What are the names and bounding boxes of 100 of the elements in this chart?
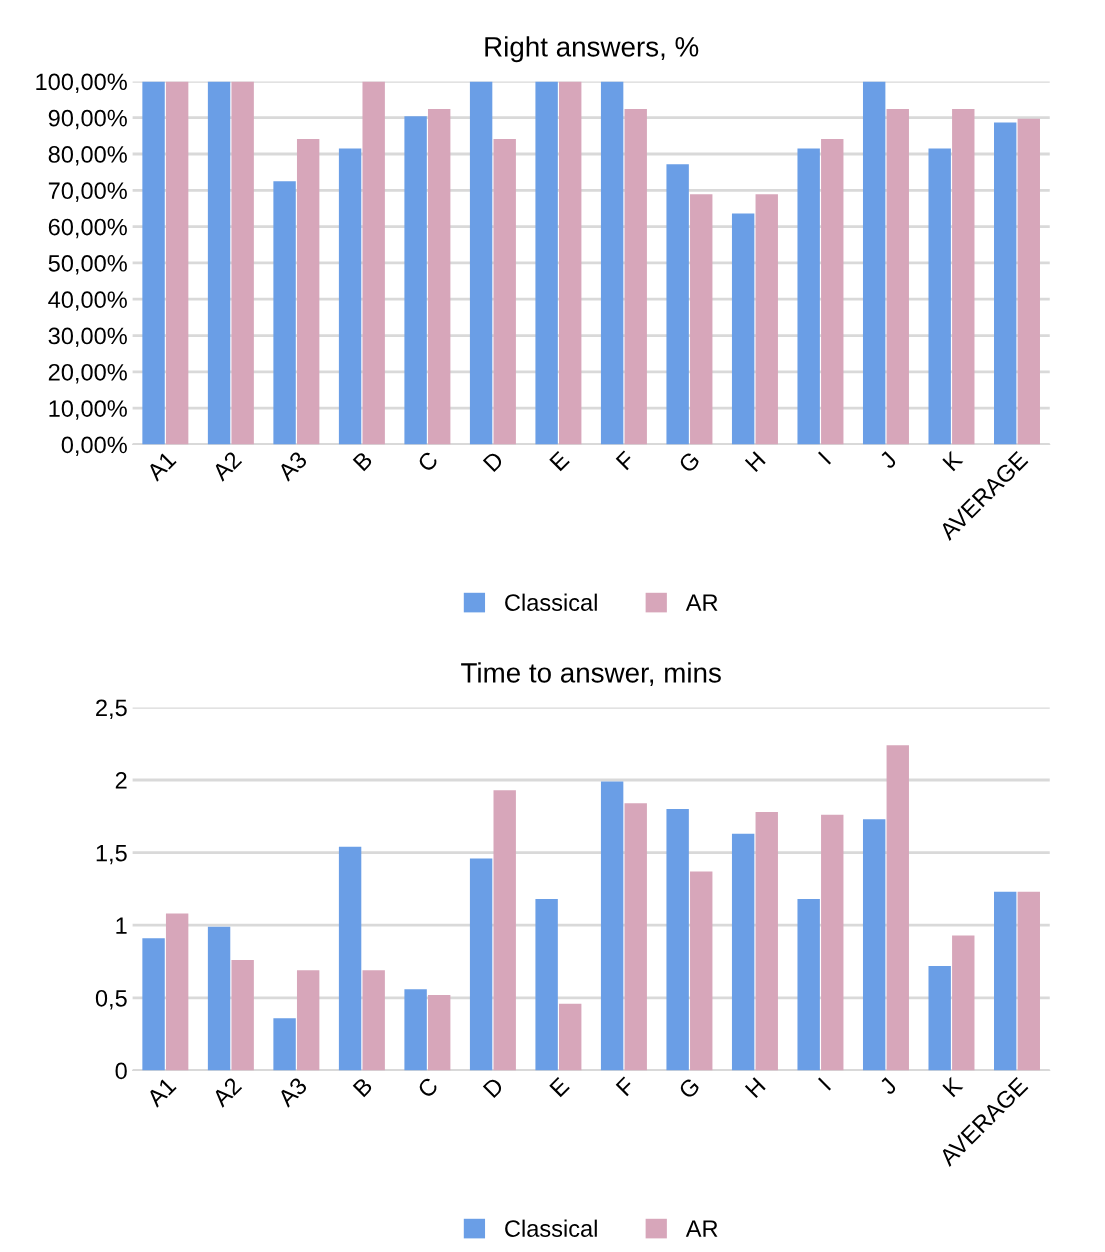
y-tick-label: 100,00% bbox=[36, 73, 127, 93]
y-tick-label: 0,00% bbox=[61, 436, 127, 457]
y-tick-label: 0 bbox=[115, 1062, 127, 1080]
y-tick-label: 70,00% bbox=[48, 182, 127, 202]
x-tick-label: A1 bbox=[145, 1076, 177, 1108]
chart-title: Right answers, % bbox=[485, 36, 699, 63]
bar bbox=[362, 81, 385, 445]
y-tick-label: 1,5 bbox=[96, 844, 127, 865]
y-tick-label: 40,00% bbox=[48, 291, 127, 311]
x-tick-label: E bbox=[549, 1076, 570, 1098]
bar bbox=[666, 809, 689, 1071]
bar bbox=[273, 1018, 296, 1071]
x-tick-label: F bbox=[615, 450, 636, 471]
bar bbox=[797, 148, 820, 445]
bar bbox=[404, 989, 427, 1071]
y-tick-label: 80,00% bbox=[48, 146, 127, 166]
bar bbox=[165, 81, 189, 445]
x-tick-label: I bbox=[817, 1077, 832, 1091]
x-tick-label: B bbox=[352, 450, 374, 472]
bar bbox=[559, 1003, 582, 1071]
bar bbox=[338, 148, 362, 445]
y-tick-label: 90,00% bbox=[48, 109, 127, 130]
x-tick-label: J bbox=[878, 451, 897, 470]
bar bbox=[273, 181, 296, 445]
y-tick-label: 30,00% bbox=[48, 327, 127, 348]
bar bbox=[821, 139, 844, 445]
y-tick-label: 2,5 bbox=[96, 699, 127, 719]
bar bbox=[994, 122, 1017, 445]
bar bbox=[1017, 118, 1040, 445]
bar bbox=[427, 994, 451, 1071]
bar bbox=[296, 139, 320, 445]
bar bbox=[994, 891, 1017, 1071]
x-tick-label: A3 bbox=[276, 1076, 308, 1108]
y-tick-label: 50,00% bbox=[48, 254, 127, 275]
bar bbox=[469, 858, 493, 1071]
bar bbox=[559, 81, 582, 445]
bar bbox=[142, 81, 165, 445]
y-tick-label: 0,5 bbox=[95, 989, 127, 1010]
bar bbox=[821, 814, 844, 1071]
bar bbox=[928, 965, 951, 1071]
x-tick-label: I bbox=[817, 451, 832, 465]
bar bbox=[690, 194, 713, 445]
legend-label: Classical bbox=[505, 1219, 597, 1237]
bar bbox=[362, 970, 385, 1071]
bar bbox=[600, 781, 624, 1071]
y-tick-label: 2 bbox=[115, 772, 127, 789]
legend-label: AR bbox=[685, 1220, 718, 1237]
bar bbox=[731, 213, 755, 445]
bar bbox=[338, 846, 362, 1071]
x-tick-label: C bbox=[416, 450, 440, 473]
bar bbox=[600, 81, 624, 445]
x-tick-label: G bbox=[677, 1077, 701, 1100]
bar bbox=[862, 819, 886, 1071]
bar bbox=[862, 81, 886, 445]
bar bbox=[928, 148, 951, 445]
bar bbox=[493, 790, 516, 1071]
bar bbox=[493, 139, 516, 445]
bar bbox=[231, 81, 254, 445]
bar bbox=[952, 935, 975, 1071]
bar bbox=[231, 960, 254, 1071]
chart-title: Time to answer, mins bbox=[461, 662, 721, 686]
x-tick-label: H bbox=[744, 1077, 766, 1099]
bar bbox=[666, 164, 689, 445]
bar bbox=[535, 899, 558, 1071]
x-tick-label: F bbox=[615, 1076, 636, 1097]
bar bbox=[952, 108, 975, 445]
bar bbox=[469, 81, 493, 445]
y-tick-label: 10,00% bbox=[49, 400, 127, 420]
legend-label: AR bbox=[685, 594, 718, 611]
bar bbox=[404, 116, 427, 445]
x-tick-label: C bbox=[416, 1076, 440, 1099]
x-tick-label: B bbox=[352, 1076, 374, 1098]
legend-label: Classical bbox=[505, 593, 597, 611]
bar bbox=[207, 926, 231, 1071]
bar bbox=[755, 194, 778, 445]
x-tick-label: A2 bbox=[210, 450, 243, 482]
x-tick-label: D bbox=[482, 450, 505, 473]
bar bbox=[690, 871, 713, 1071]
bar bbox=[296, 970, 320, 1071]
y-tick-label: 60,00% bbox=[48, 218, 127, 239]
bar bbox=[886, 108, 909, 445]
x-tick-label: D bbox=[482, 1076, 505, 1099]
bar bbox=[427, 108, 451, 445]
bar bbox=[142, 938, 165, 1071]
bar bbox=[624, 108, 647, 445]
bar bbox=[731, 833, 755, 1071]
bar bbox=[165, 913, 189, 1071]
x-tick-label: J bbox=[878, 1077, 897, 1096]
x-tick-label: A2 bbox=[210, 1076, 243, 1108]
bar bbox=[886, 745, 909, 1071]
bar bbox=[755, 811, 778, 1071]
bar bbox=[797, 899, 820, 1071]
x-tick-label: A3 bbox=[276, 450, 308, 482]
x-tick-label: A1 bbox=[145, 450, 177, 482]
bar bbox=[624, 803, 647, 1071]
x-tick-label: H bbox=[744, 451, 766, 473]
x-tick-label: G bbox=[677, 451, 701, 474]
bar bbox=[1017, 891, 1040, 1071]
y-tick-label: 1 bbox=[116, 917, 127, 934]
x-tick-label: E bbox=[549, 450, 570, 472]
